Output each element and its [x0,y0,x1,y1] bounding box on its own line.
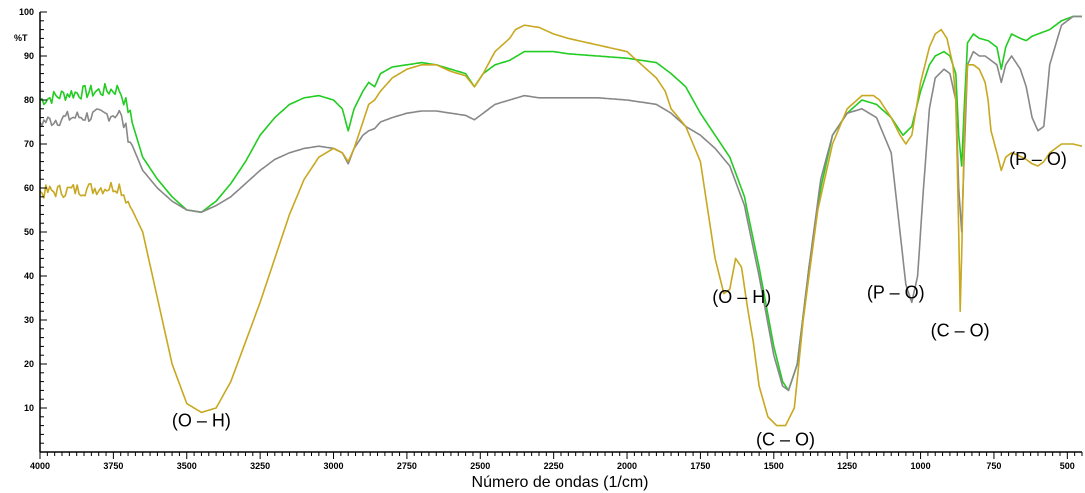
peak-annotation: (C – O) [931,321,990,341]
x-tick-label: 1000 [911,461,931,471]
x-tick-label: 3000 [324,461,344,471]
y-tick-label: 50 [24,227,34,237]
x-tick-label: 3750 [103,461,123,471]
y-axis-title: %T [14,33,28,43]
x-tick-label: 2500 [470,461,490,471]
spectrum-series-1 [39,15,1082,392]
x-tick-label: 2250 [544,461,564,471]
y-tick-label: 30 [24,315,34,325]
y-tick-label: 90 [24,51,34,61]
x-tick-label: 2000 [617,461,637,471]
x-tick-label: 500 [1060,461,1075,471]
peak-annotation: (P – O) [1009,149,1067,169]
peak-annotation: (C – O) [756,430,815,450]
x-tick-label: 1500 [764,461,784,471]
x-tick-label: 2750 [397,461,417,471]
x-tick-label: 1250 [837,461,857,471]
y-tick-label: 10 [24,403,34,413]
y-tick-label: 60 [24,183,34,193]
y-tick-label: 20 [24,359,34,369]
y-tick-label: 70 [24,139,34,149]
peak-annotation: (O – H) [172,410,231,430]
peak-annotation: (O – H) [712,287,771,307]
peak-annotation: (P – O) [867,282,925,302]
spectrum-series-2 [39,15,1082,392]
spectrum-series-3 [39,24,1083,427]
plot-area: (O – H) (O – H) (C – O) (P – O) (C – O) (P – … [39,15,1083,450]
x-tick-label: 750 [986,461,1001,471]
x-tick-label: 3500 [177,461,197,471]
x-tick-label: 4000 [30,461,50,471]
axes: 4000 3750 3500 3250 3000 2750 2500 2250 2000 1750… [19,7,1083,471]
y-tick-label: 80 [24,95,34,105]
y-tick-label: 100 [19,7,34,17]
x-axis-title: Número de ondas (1/cm) [472,474,649,491]
y-tick-label: 40 [24,271,34,281]
x-tick-label: 3250 [250,461,270,471]
x-tick-label: 1750 [690,461,710,471]
